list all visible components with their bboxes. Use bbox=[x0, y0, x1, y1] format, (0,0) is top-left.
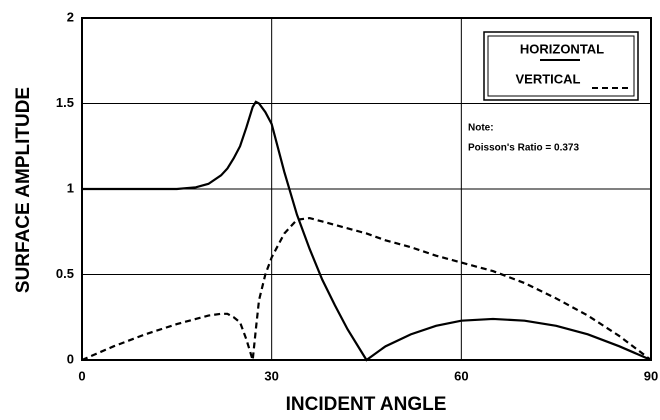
annotation: Note: bbox=[468, 123, 494, 134]
x-axis-title: INCIDENT ANGLE bbox=[286, 394, 447, 415]
y-axis-title: SURFACE AMPLITUDE bbox=[13, 87, 34, 293]
x-tick-label: 60 bbox=[454, 368, 468, 383]
series-line bbox=[81, 216, 652, 362]
y-tick-label: 2 bbox=[67, 9, 74, 24]
x-tick-label: 30 bbox=[264, 368, 278, 383]
y-tick-label: 1 bbox=[67, 180, 74, 195]
legend-label: VERTICAL bbox=[516, 71, 581, 86]
series-line bbox=[82, 100, 652, 362]
y-tick-label: 0 bbox=[67, 351, 74, 366]
y-tick-label: 1.5 bbox=[56, 95, 74, 110]
legend-inner bbox=[487, 35, 635, 97]
annotation: Poisson's Ratio = 0.373 bbox=[468, 143, 579, 154]
x-tick-label: 0 bbox=[78, 368, 85, 383]
y-tick-label: 0.5 bbox=[56, 266, 74, 281]
legend-label: HORIZONTAL bbox=[520, 41, 604, 56]
x-tick-label: 90 bbox=[644, 368, 658, 383]
